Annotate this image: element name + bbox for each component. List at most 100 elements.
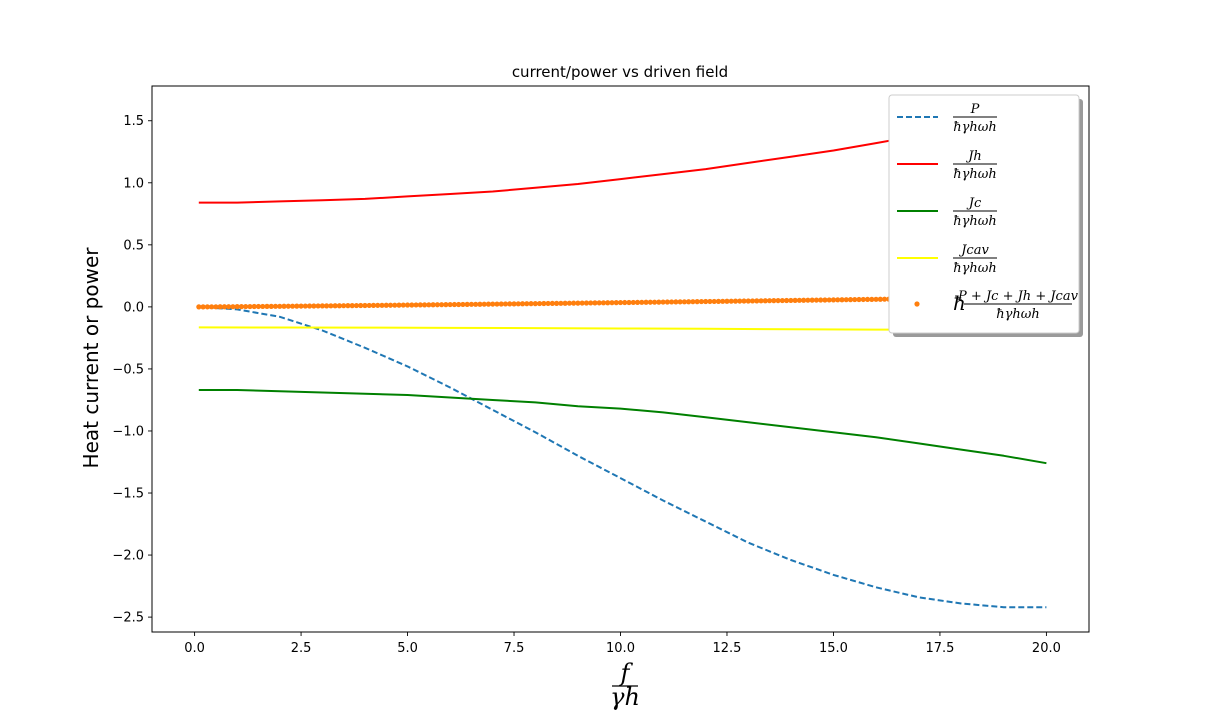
legend-Jh-denominator: ħγhωh — [953, 167, 997, 182]
series-sum-point — [473, 301, 479, 307]
legend-Jh-numerator: Jh — [965, 149, 982, 164]
series-sum-point — [775, 297, 781, 304]
series-sum-point — [200, 304, 206, 310]
y-tick-label: −2.0 — [112, 549, 144, 564]
series-sum-point — [839, 297, 845, 303]
series-sum-point — [204, 304, 210, 310]
series-sum-point — [353, 302, 360, 309]
series-sum-point — [647, 299, 653, 305]
series-sum-point — [426, 302, 432, 308]
series-sum-point — [660, 299, 666, 305]
series-sum-point — [434, 302, 440, 308]
series-sum-point — [511, 301, 517, 307]
series-sum-point — [319, 303, 325, 309]
series-sum-point — [626, 299, 632, 306]
series-sum-point — [366, 302, 372, 309]
series-sum-point — [396, 302, 402, 308]
y-axis-label: Heat current or power — [79, 247, 103, 469]
x-tick-label: 5.0 — [397, 641, 418, 656]
series-sum-point — [864, 296, 871, 303]
series-sum-point — [294, 303, 300, 309]
x-tick-label: 7.5 — [504, 641, 525, 656]
series-sum-point — [588, 300, 594, 306]
series-sum-point — [754, 298, 760, 304]
y-tick-label: 0.5 — [123, 238, 144, 253]
series-sum-point — [809, 297, 815, 303]
series-sum-point — [362, 302, 368, 309]
series-sum-point — [481, 301, 487, 307]
series-sum-point — [234, 304, 240, 310]
series-sum-point — [715, 298, 722, 304]
x-tick-label: 15.0 — [819, 641, 848, 656]
series-sum-point — [285, 303, 291, 309]
series-sum-point — [464, 301, 470, 307]
series-sum-point — [349, 303, 355, 309]
series-sum-point — [852, 296, 858, 303]
legend-sum-denominator: ħγhωh — [996, 307, 1040, 322]
legend-Jc-denominator: ħγhωh — [953, 214, 997, 229]
series-sum-point — [302, 303, 308, 309]
series-sum-point — [605, 300, 611, 306]
series-sum-point — [311, 303, 317, 309]
series-sum-point — [571, 300, 577, 306]
series-sum-point — [209, 304, 215, 310]
series-sum-point — [430, 302, 436, 308]
series-sum-point — [260, 303, 266, 310]
series-sum-point — [289, 303, 296, 309]
series-sum-point — [443, 302, 449, 308]
chart-title: current/power vs driven field — [512, 63, 728, 81]
series-sum-point — [745, 298, 751, 304]
series-sum-point — [383, 302, 389, 308]
series-sum-point — [264, 303, 270, 309]
legend-sum-marker — [914, 301, 920, 307]
series-sum-point — [379, 302, 385, 308]
series-sum-point — [562, 300, 568, 306]
series-sum-point — [519, 301, 526, 307]
x-tick-label: 2.5 — [291, 641, 312, 656]
x-tick-label: 12.5 — [713, 641, 742, 656]
series-sum-point — [251, 303, 257, 310]
series-sum-point — [272, 303, 279, 309]
series-sum-point — [788, 297, 794, 304]
series-sum-point — [703, 298, 709, 305]
series-sum-point — [579, 300, 585, 306]
series-sum-point — [622, 299, 628, 306]
series-sum-point — [549, 300, 555, 307]
series-sum-point — [324, 303, 330, 309]
series-sum-point — [741, 298, 747, 304]
series-sum-point — [796, 297, 802, 303]
series-sum-point — [524, 301, 530, 307]
y-tick-label: −2.5 — [112, 611, 144, 626]
series-sum-point — [238, 304, 245, 310]
series-sum-point — [651, 299, 658, 305]
y-tick-label: 1.0 — [123, 176, 144, 191]
series-sum-point — [792, 297, 798, 303]
series-sum-point — [468, 301, 475, 307]
series-sum-point — [196, 304, 202, 310]
x-tick-label: 20.0 — [1032, 641, 1061, 656]
series-sum-point — [869, 296, 875, 302]
series-sum-point — [507, 301, 513, 307]
series-sum-point — [341, 303, 347, 309]
series-sum-point — [643, 299, 649, 305]
series-sum-point — [456, 301, 462, 308]
series-sum-point — [634, 299, 641, 305]
series-sum-point — [515, 301, 521, 307]
series-P-line — [198, 305, 1047, 609]
legend-Jcav-numerator: Jcav — [958, 243, 989, 258]
series-sum-point — [554, 300, 560, 306]
series-sum-point — [843, 297, 849, 303]
series-sum-point — [217, 304, 223, 310]
series-sum-point — [664, 299, 670, 305]
series-sum-point — [528, 301, 534, 307]
series-sum-point — [686, 299, 692, 305]
series-sum-point — [221, 304, 228, 310]
series-sum-point — [698, 298, 705, 305]
legend-P-denominator: ħγhωh — [953, 120, 997, 135]
series-sum-point — [681, 299, 687, 305]
series-sum-point — [485, 301, 492, 307]
legend-Jcav-denominator: ħγhωh — [953, 261, 997, 276]
series-sum-point — [358, 302, 364, 309]
series-sum-point — [677, 299, 683, 305]
